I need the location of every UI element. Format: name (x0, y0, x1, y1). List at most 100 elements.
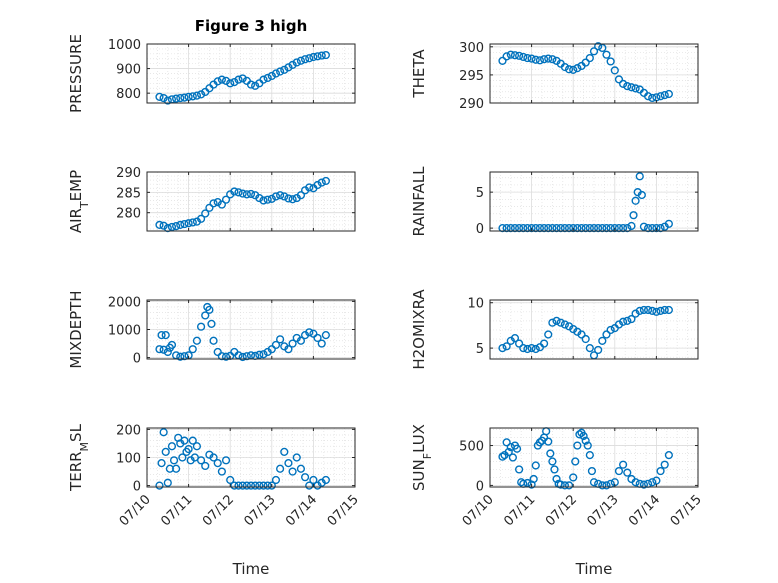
data-point (288, 339, 297, 348)
data-point (255, 193, 264, 203)
data-point (571, 457, 580, 466)
data-point (610, 224, 619, 233)
data-point (623, 468, 632, 477)
data-point (656, 224, 665, 233)
y-tick-label: 500 (459, 440, 484, 455)
x-axis-label-left: Time (232, 560, 270, 578)
data-point (296, 56, 306, 65)
data-point (271, 69, 281, 78)
data-point (652, 307, 661, 316)
data-point (523, 478, 532, 488)
data-point (267, 194, 276, 203)
data-point (276, 464, 285, 473)
subplot-1: 800 900 1000 PRESSURE (67, 34, 356, 113)
y-axis-label: RAINFALL (410, 166, 428, 237)
data-point (209, 199, 218, 208)
y-tick-label: 0 (476, 222, 484, 237)
y-tick-label: 5 (476, 186, 484, 201)
data-point (506, 224, 515, 233)
data-point (510, 334, 520, 343)
data-point (560, 224, 569, 233)
data-point (230, 481, 239, 490)
data-point (523, 53, 532, 63)
data-point (271, 340, 281, 350)
data-point (535, 438, 545, 447)
data-point (255, 350, 264, 359)
axes-box (146, 171, 356, 232)
data-point (238, 189, 247, 198)
data-point (234, 75, 243, 84)
data-point (531, 344, 540, 354)
data-point (159, 93, 168, 103)
y-axis-label: PRESSURE (67, 34, 85, 113)
data-point (205, 305, 214, 314)
data-point (564, 224, 574, 233)
data-point (296, 464, 306, 473)
data-point (627, 83, 636, 92)
data-point (188, 345, 197, 354)
data-point (296, 336, 306, 345)
data-point (614, 224, 624, 233)
data-point (619, 224, 628, 233)
data-point (246, 189, 256, 199)
data-point (209, 453, 218, 462)
data-point (583, 441, 592, 450)
data-point (276, 67, 285, 76)
data-point (585, 224, 594, 233)
data-point (548, 55, 557, 64)
data-point (602, 224, 611, 233)
data-point (284, 345, 293, 354)
y-axis-label: AIRTEMP (67, 170, 91, 233)
data-point (172, 222, 181, 231)
data-point (309, 329, 318, 338)
data-point (267, 345, 276, 354)
axes-box (489, 43, 699, 104)
data-point (288, 467, 297, 476)
data-point (573, 64, 582, 73)
data-point (172, 464, 181, 473)
data-point (589, 224, 599, 233)
subplot-2: 290 295 300 THETA (410, 41, 699, 112)
data-point (196, 214, 206, 223)
data-point (660, 305, 669, 315)
data-point (163, 224, 172, 233)
data-point (242, 352, 251, 361)
data-point (259, 481, 268, 490)
data-point (259, 350, 268, 359)
data-point (556, 224, 565, 233)
data-point (280, 447, 289, 456)
data-point (643, 305, 653, 315)
data-point (251, 81, 260, 90)
data-point (527, 344, 536, 353)
data-point (161, 447, 170, 456)
data-point (531, 224, 540, 233)
data-point (238, 352, 247, 362)
data-point (585, 451, 594, 460)
data-point (188, 436, 197, 445)
data-point (523, 224, 532, 233)
data-point (598, 224, 607, 233)
data-point (648, 224, 657, 233)
data-point (221, 456, 231, 465)
data-point (196, 456, 206, 465)
y-tick-label: 900 (116, 63, 141, 78)
y-tick-label: 0 (133, 480, 141, 495)
data-point (656, 306, 665, 315)
data-point (288, 195, 297, 204)
data-point (169, 456, 179, 465)
data-point (292, 58, 301, 67)
data-point (292, 453, 301, 462)
data-point (167, 222, 177, 232)
data-point (515, 339, 524, 348)
data-point (546, 449, 555, 458)
data-point (527, 224, 536, 233)
data-point (664, 89, 673, 99)
data-point (550, 465, 559, 474)
data-point (305, 328, 314, 337)
data-point (201, 209, 210, 218)
data-point (573, 224, 582, 233)
y-tick-label: 100 (116, 452, 141, 467)
y-tick-label: 200 (116, 423, 141, 438)
data-point (506, 50, 515, 59)
data-point (226, 475, 235, 485)
